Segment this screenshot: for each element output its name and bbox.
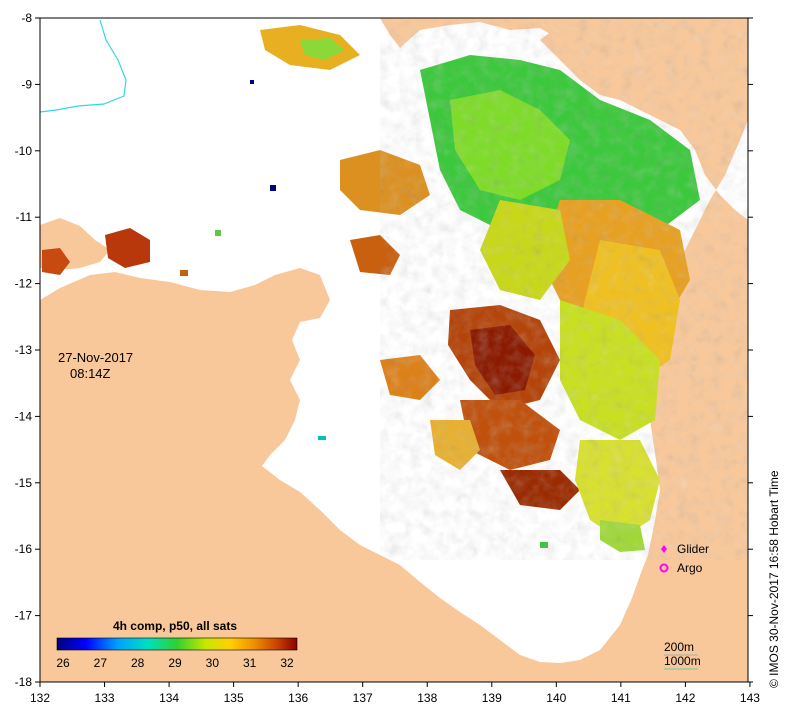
- colorbar-tick-label: 28: [131, 656, 145, 670]
- time-text: 08:14Z: [70, 366, 111, 381]
- colorbar-tick-label: 29: [168, 656, 182, 670]
- date-text: 27-Nov-2017: [58, 350, 134, 365]
- longitude-axis: 132 133 134 135 136 137 138 139 140 141 142 143: [30, 682, 760, 705]
- lat-tick-label: -17: [15, 609, 33, 623]
- latitude-axis: -8 -9 -10 -11 -12 -13 -14 -15 -16 -17 -18: [15, 11, 753, 689]
- lon-tick-label: 134: [159, 691, 179, 705]
- legend-glider-label: Glider: [677, 542, 709, 556]
- colorbar-title: 4h comp, p50, all sats: [113, 619, 237, 633]
- lat-tick-label: -14: [15, 409, 33, 423]
- colorbar-tick-label: 31: [243, 656, 257, 670]
- lon-tick-label: 135: [224, 691, 244, 705]
- lon-tick-label: 137: [353, 691, 373, 705]
- lon-tick-label: 133: [95, 691, 115, 705]
- image-date: 27-Nov-2017 08:14Z: [58, 350, 133, 382]
- lon-tick-label: 140: [546, 691, 566, 705]
- lat-tick-label: -12: [15, 277, 33, 291]
- land-northern-territory: [40, 268, 748, 682]
- colorbar-tick-label: 32: [280, 656, 294, 670]
- legend-argo-label: Argo: [677, 561, 703, 575]
- legend: Glider Argo: [659, 542, 709, 575]
- lat-tick-label: -10: [15, 144, 33, 158]
- lat-tick-label: -16: [15, 542, 33, 556]
- lat-tick-label: -8: [21, 11, 32, 25]
- colorbar-tick-label: 26: [56, 656, 70, 670]
- colorbar-tick-label: 30: [206, 656, 220, 670]
- lon-tick-label: 143: [740, 691, 760, 705]
- colorbar: 4h comp, p50, all sats 26 27 28 29 30 31 32: [56, 619, 298, 670]
- colorbar-gradient: [56, 637, 298, 651]
- lon-tick-label: 142: [675, 691, 695, 705]
- colorbar-tick-label: 27: [94, 656, 108, 670]
- contour-legend: 200m 1000m: [664, 640, 701, 670]
- lat-tick-label: -9: [21, 77, 32, 91]
- imos-credit: © IMOS 30-Nov-2017 16:58 Hobart Time: [767, 470, 781, 688]
- glider-marker-icon: [661, 545, 667, 553]
- lon-tick-label: 139: [482, 691, 502, 705]
- sst-texture: [380, 20, 748, 560]
- lon-tick-label: 132: [30, 691, 50, 705]
- contour-1000m-label: 1000m: [664, 654, 701, 668]
- contour-200m-label: 200m: [664, 640, 694, 654]
- lat-tick-label: -11: [16, 210, 33, 224]
- river: [40, 19, 127, 113]
- argo-marker-icon: [659, 563, 669, 573]
- lon-tick-label: 136: [288, 691, 308, 705]
- lat-tick-label: -18: [15, 675, 33, 689]
- lat-tick-label: -15: [15, 476, 33, 490]
- lat-tick-label: -13: [15, 343, 33, 357]
- lon-tick-label: 138: [417, 691, 437, 705]
- lon-tick-label: 141: [611, 691, 631, 705]
